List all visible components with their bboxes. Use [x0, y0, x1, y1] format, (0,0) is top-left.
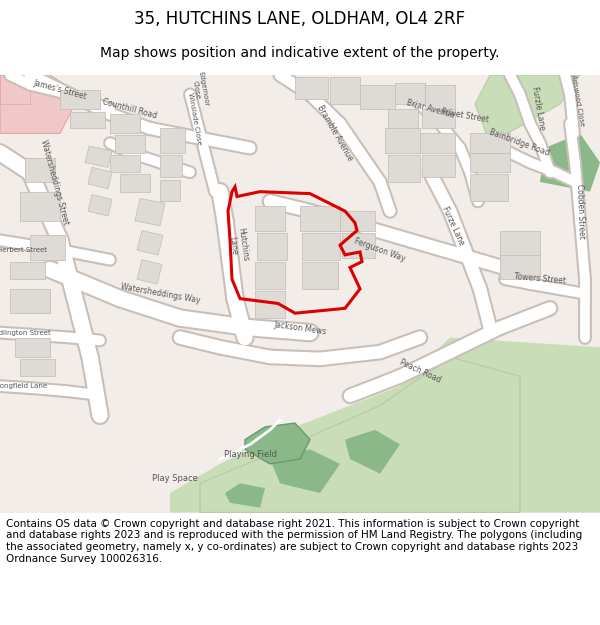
Polygon shape	[85, 146, 112, 168]
Text: Playing Field: Playing Field	[223, 449, 277, 459]
Polygon shape	[360, 85, 395, 109]
Text: Play Space: Play Space	[152, 474, 198, 483]
Polygon shape	[10, 262, 45, 279]
Polygon shape	[302, 262, 338, 289]
Polygon shape	[160, 180, 180, 201]
Polygon shape	[257, 232, 287, 260]
Text: Towers Street: Towers Street	[514, 272, 566, 286]
Polygon shape	[135, 199, 165, 226]
Polygon shape	[88, 194, 112, 216]
Polygon shape	[225, 483, 265, 508]
Text: Watersheddings Street: Watersheddings Street	[39, 138, 71, 226]
Polygon shape	[470, 174, 508, 201]
Polygon shape	[110, 155, 140, 172]
Polygon shape	[15, 338, 50, 357]
Polygon shape	[25, 158, 55, 182]
Polygon shape	[420, 133, 455, 152]
Polygon shape	[160, 129, 185, 152]
Polygon shape	[425, 85, 455, 109]
Polygon shape	[110, 114, 140, 133]
Polygon shape	[170, 338, 600, 512]
Polygon shape	[340, 211, 375, 231]
Polygon shape	[388, 155, 420, 182]
Polygon shape	[540, 133, 600, 192]
Polygon shape	[342, 232, 375, 258]
Polygon shape	[395, 82, 425, 104]
Polygon shape	[295, 77, 328, 99]
Text: Watersheddings Way: Watersheddings Way	[119, 282, 200, 305]
Text: Adswood Close: Adswood Close	[571, 74, 586, 127]
Text: Adlington Street: Adlington Street	[0, 329, 50, 336]
Polygon shape	[70, 112, 105, 129]
Polygon shape	[500, 231, 540, 255]
Polygon shape	[300, 206, 340, 231]
Text: Cobden Street: Cobden Street	[575, 184, 586, 239]
Text: Herbert Street: Herbert Street	[0, 247, 47, 253]
Polygon shape	[60, 89, 100, 109]
Polygon shape	[0, 75, 30, 104]
Polygon shape	[137, 231, 163, 255]
Polygon shape	[255, 206, 285, 231]
Text: Longfield Lane: Longfield Lane	[0, 383, 47, 389]
Text: Map shows position and indicative extent of the property.: Map shows position and indicative extent…	[100, 46, 500, 59]
Text: Edgemoor
Close: Edgemoor Close	[191, 71, 209, 108]
Text: Bainbridge Road: Bainbridge Road	[488, 128, 550, 158]
Text: Winslade Close: Winslade Close	[187, 92, 203, 145]
Text: Briar Avenue: Briar Avenue	[405, 98, 455, 120]
Text: Furze Lane: Furze Lane	[440, 205, 466, 246]
Polygon shape	[255, 262, 285, 289]
Text: James's Street: James's Street	[32, 78, 88, 101]
Polygon shape	[160, 155, 182, 177]
Polygon shape	[200, 357, 520, 512]
Polygon shape	[115, 135, 145, 152]
Polygon shape	[120, 174, 150, 192]
Text: Peach Road: Peach Road	[398, 358, 442, 385]
Polygon shape	[388, 109, 418, 129]
Polygon shape	[302, 232, 340, 260]
Polygon shape	[245, 423, 310, 464]
Text: Ferguson Way: Ferguson Way	[353, 237, 407, 263]
Polygon shape	[422, 109, 455, 129]
Polygon shape	[385, 129, 420, 152]
Text: Jackson Mews: Jackson Mews	[273, 319, 327, 336]
Polygon shape	[255, 291, 285, 318]
Polygon shape	[30, 236, 65, 260]
Polygon shape	[470, 133, 510, 152]
Polygon shape	[20, 192, 60, 221]
Polygon shape	[20, 359, 55, 376]
Polygon shape	[270, 449, 340, 493]
Polygon shape	[500, 255, 540, 279]
Polygon shape	[0, 75, 80, 133]
Text: 35, HUTCHINS LANE, OLDHAM, OL4 2RF: 35, HUTCHINS LANE, OLDHAM, OL4 2RF	[134, 10, 466, 27]
Text: Bramble Avenue: Bramble Avenue	[316, 104, 355, 162]
Text: Contains OS data © Crown copyright and database right 2021. This information is : Contains OS data © Crown copyright and d…	[6, 519, 582, 564]
Text: Counthill Road: Counthill Road	[102, 98, 158, 121]
Polygon shape	[345, 430, 400, 474]
Text: Furzle Lane: Furzle Lane	[530, 86, 546, 131]
Polygon shape	[470, 152, 510, 173]
Text: Hutchins
Lane: Hutchins Lane	[226, 227, 250, 263]
Polygon shape	[422, 155, 455, 177]
Polygon shape	[137, 260, 162, 284]
Polygon shape	[88, 168, 112, 189]
Polygon shape	[475, 75, 580, 143]
Polygon shape	[330, 77, 360, 104]
Text: Privet Street: Privet Street	[440, 107, 490, 124]
Polygon shape	[10, 289, 50, 313]
